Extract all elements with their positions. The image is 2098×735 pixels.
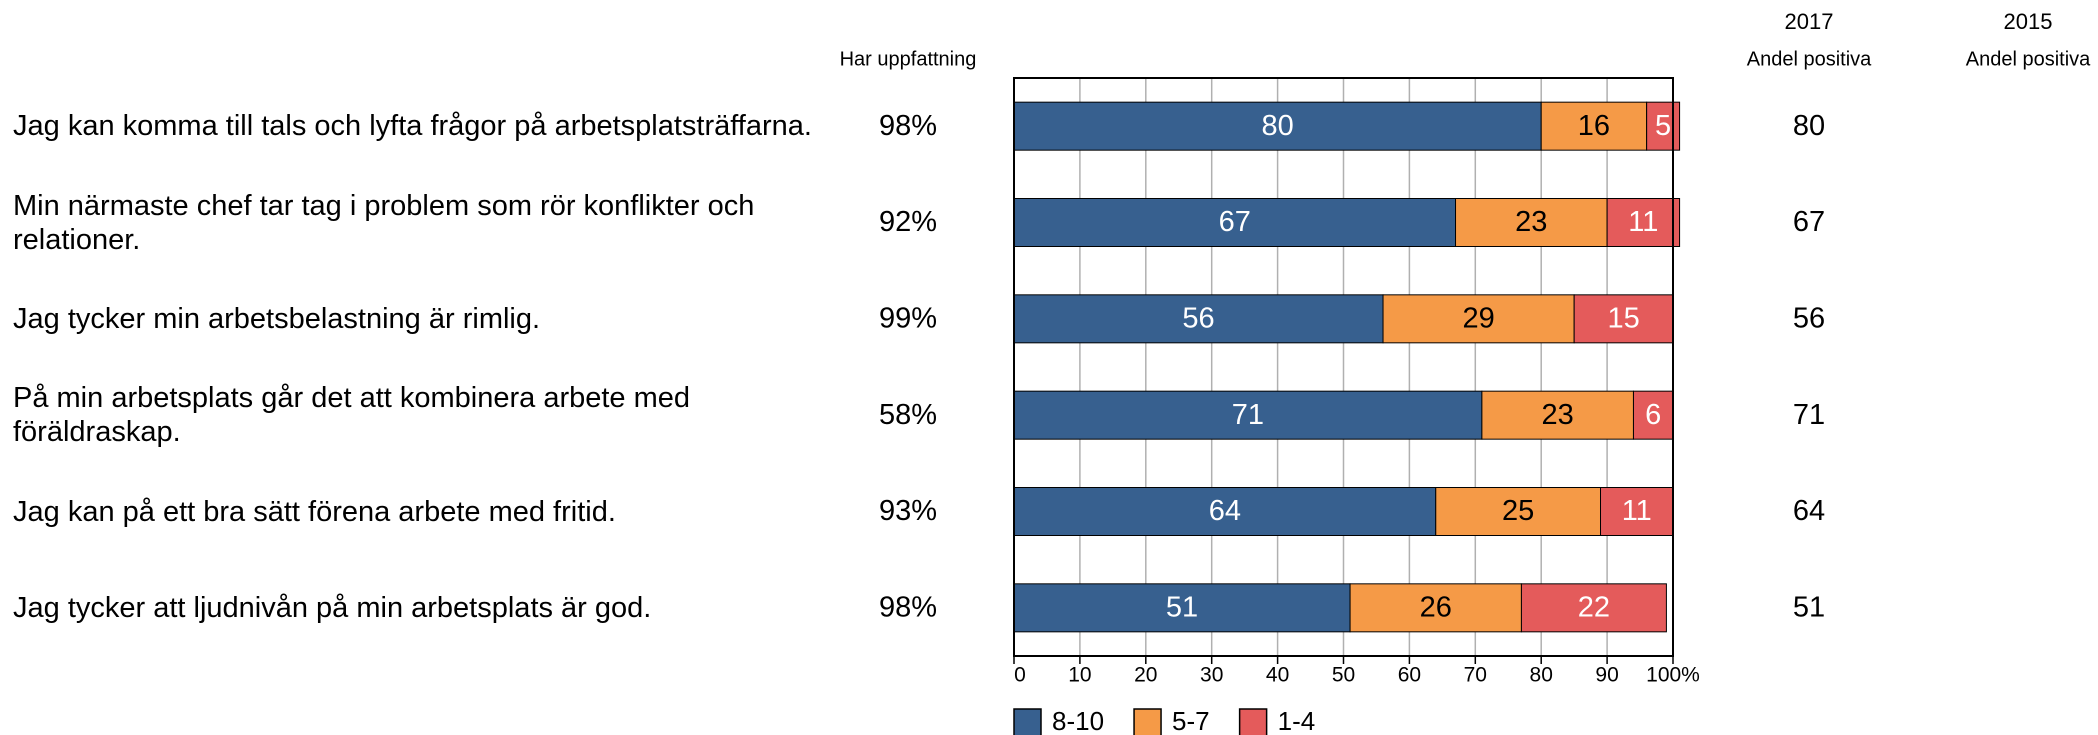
bar-value-label: 26 xyxy=(1420,591,1452,623)
legend-label: 1-4 xyxy=(1278,706,1316,735)
bar-value-label: 71 xyxy=(1232,399,1264,431)
bar-value-label: 5 xyxy=(1655,110,1671,142)
question-label: På min arbetsplats går det att kombinera… xyxy=(13,382,691,449)
bar-segment xyxy=(1632,390,1674,440)
x-tick-label: 20 xyxy=(1134,664,1157,687)
column-header: Andel positiva xyxy=(1966,48,2091,70)
bar-value-label: 22 xyxy=(1578,591,1610,623)
column-cell: 80 xyxy=(1793,110,1825,142)
column-cell: 67 xyxy=(1793,206,1825,238)
bar-value-label: 23 xyxy=(1515,206,1547,238)
question-label: Min närmaste chef tar tag i problem som … xyxy=(13,189,755,256)
bar-segment xyxy=(1573,294,1674,344)
bar-segment xyxy=(1455,198,1608,247)
bar-segment xyxy=(1600,487,1674,536)
bar-value-label: 67 xyxy=(1219,206,1251,238)
x-tick-label: 30 xyxy=(1200,664,1223,687)
x-tick-label: 80 xyxy=(1530,664,1553,687)
question-label: Jag tycker min arbetsbelastning är rimli… xyxy=(13,302,541,335)
column-cell: 92% xyxy=(879,206,937,238)
bar-value-label: 11 xyxy=(1628,206,1658,238)
bar-segment xyxy=(1481,390,1634,440)
legend-swatch xyxy=(1133,708,1162,735)
bar-segment xyxy=(1606,198,1681,247)
x-tick-label: 0 xyxy=(1014,664,1026,687)
bar-value-label: 11 xyxy=(1622,495,1652,527)
question-label: Jag kan komma till tals och lyfta frågor… xyxy=(13,110,812,143)
bar-value-label: 23 xyxy=(1542,399,1574,431)
legend-label: 5-7 xyxy=(1172,706,1210,735)
bar-value-label: 56 xyxy=(1182,302,1214,334)
column-cell: 51 xyxy=(1793,591,1825,623)
bar-segment xyxy=(1013,101,1542,151)
bar-value-label: 6 xyxy=(1645,399,1661,431)
legend-swatch xyxy=(1013,708,1042,735)
bar-segment xyxy=(1013,390,1483,440)
bar-value-label: 29 xyxy=(1462,302,1494,334)
column-cell: 98% xyxy=(879,110,937,142)
x-tick-label: 60 xyxy=(1398,664,1421,687)
question-label: Jag tycker att ljudnivån på min arbetspl… xyxy=(13,591,652,624)
bar-segment xyxy=(1646,101,1681,151)
bar-segment xyxy=(1520,583,1667,633)
column-year: 2015 xyxy=(2004,9,2053,34)
bar-segment xyxy=(1349,583,1522,633)
column-cell: 98% xyxy=(879,591,937,623)
column-cell: 58% xyxy=(879,399,937,431)
bar-segment xyxy=(1382,294,1575,344)
legend-swatch xyxy=(1238,708,1268,735)
column-cell: 99% xyxy=(879,302,937,334)
column-cell: 71 xyxy=(1793,399,1825,431)
column-header: Andel positiva xyxy=(1747,48,1872,70)
question-label: Jag kan på ett bra sätt förena arbete me… xyxy=(13,495,616,528)
column-year: 2017 xyxy=(1785,9,1834,34)
bar-value-label: 25 xyxy=(1502,495,1534,527)
bar-value-label: 64 xyxy=(1209,495,1241,527)
bar-segment xyxy=(1540,101,1648,151)
column-cell: 56 xyxy=(1793,302,1825,334)
plot-frame xyxy=(1013,77,1674,657)
column-cell: 93% xyxy=(879,495,937,527)
bar-segment xyxy=(1013,294,1384,344)
column-cell: 64 xyxy=(1793,495,1825,527)
legend-label: 8-10 xyxy=(1052,706,1104,735)
bar-segment xyxy=(1435,487,1602,536)
bar-value-label: 15 xyxy=(1607,302,1639,334)
x-tick-label: 90 xyxy=(1595,664,1618,687)
bar-value-label: 80 xyxy=(1261,110,1293,142)
x-tick-label: 50 xyxy=(1332,664,1355,687)
bar-value-label: 16 xyxy=(1578,110,1610,142)
x-tick-label: 40 xyxy=(1266,664,1289,687)
bar-segment xyxy=(1013,487,1437,536)
x-tick-label: 10 xyxy=(1068,664,1091,687)
bar-segment xyxy=(1013,198,1457,247)
x-tick-label: 100% xyxy=(1646,664,1700,687)
x-tick-label: 70 xyxy=(1464,664,1487,687)
bar-value-label: 51 xyxy=(1166,591,1198,623)
column-header: Har uppfattning xyxy=(840,48,977,70)
